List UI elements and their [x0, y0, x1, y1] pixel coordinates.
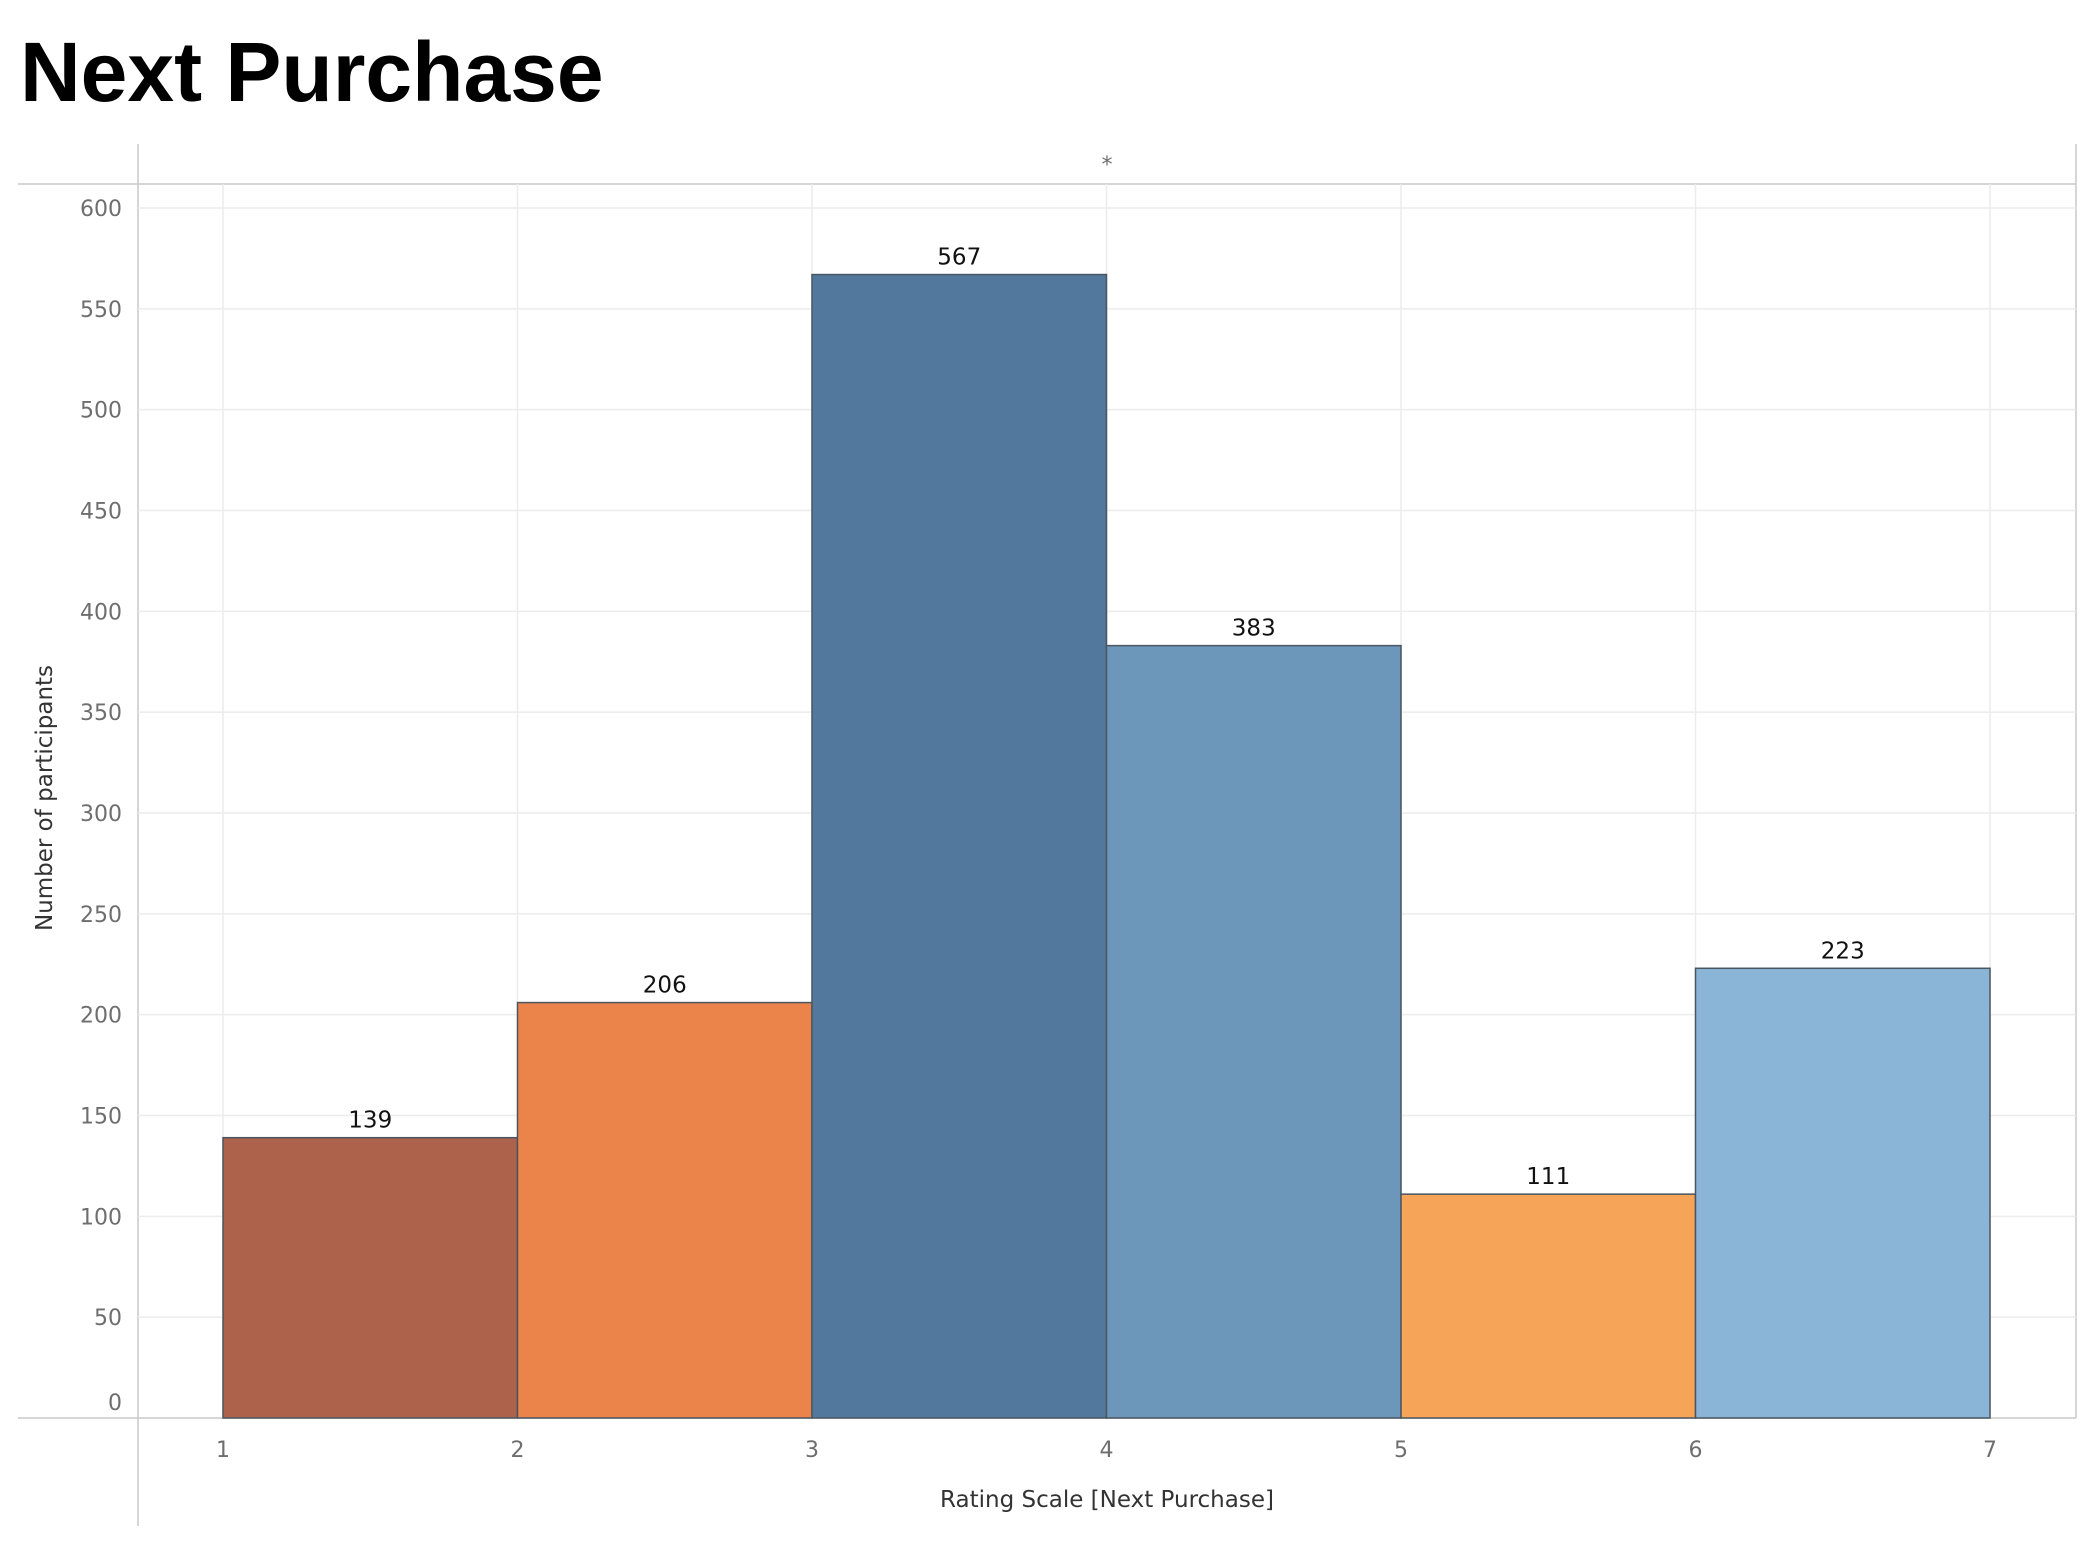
histogram-bar[interactable] [812, 275, 1107, 1418]
y-tick-label: 400 [80, 600, 122, 625]
histogram-bar[interactable] [223, 1138, 518, 1418]
bar-value-label: 383 [1232, 616, 1276, 642]
y-tick-label: 150 [80, 1105, 122, 1130]
y-tick-label: 600 [80, 197, 122, 222]
chart-bars[interactable] [223, 275, 1990, 1418]
x-tick-label: 3 [805, 1438, 819, 1463]
bar-value-label: 567 [937, 245, 981, 271]
x-tick-label: 5 [1394, 1438, 1408, 1463]
histogram-bar[interactable] [1696, 968, 1991, 1418]
histogram-bar[interactable] [1401, 1194, 1696, 1418]
x-tick-label: 1 [216, 1438, 230, 1463]
y-axis-ticks: 0 50 100 150 200 250 300 350 400 450 500 550 600 [80, 197, 122, 1416]
bar-value-label: 139 [348, 1108, 392, 1134]
histogram-bar[interactable] [1107, 646, 1402, 1418]
bar-value-label: 111 [1526, 1164, 1570, 1190]
x-axis-ticks: 1 2 3 4 5 6 7 [216, 1438, 1997, 1463]
bar-value-label: 206 [643, 973, 687, 999]
panel-header-mark: * [1102, 153, 1113, 178]
x-tick-label: 4 [1100, 1438, 1114, 1463]
y-tick-label: 200 [80, 1004, 122, 1029]
x-tick-label: 6 [1689, 1438, 1703, 1463]
y-tick-label: 550 [80, 298, 122, 323]
y-tick-label: 100 [80, 1205, 122, 1230]
histogram-bar[interactable] [518, 1003, 813, 1418]
y-axis-title: Number of participants [32, 665, 58, 931]
x-tick-label: 2 [511, 1438, 525, 1463]
y-tick-label: 0 [108, 1391, 122, 1416]
y-tick-label: 500 [80, 399, 122, 424]
x-axis-title: Rating Scale [Next Purchase] [940, 1487, 1274, 1513]
y-tick-label: 350 [80, 701, 122, 726]
x-tick-label: 7 [1983, 1438, 1997, 1463]
y-tick-label: 300 [80, 802, 122, 827]
y-tick-label: 450 [80, 500, 122, 525]
y-tick-label: 50 [94, 1306, 122, 1331]
y-tick-label: 250 [80, 903, 122, 928]
bar-value-label: 223 [1821, 938, 1865, 964]
